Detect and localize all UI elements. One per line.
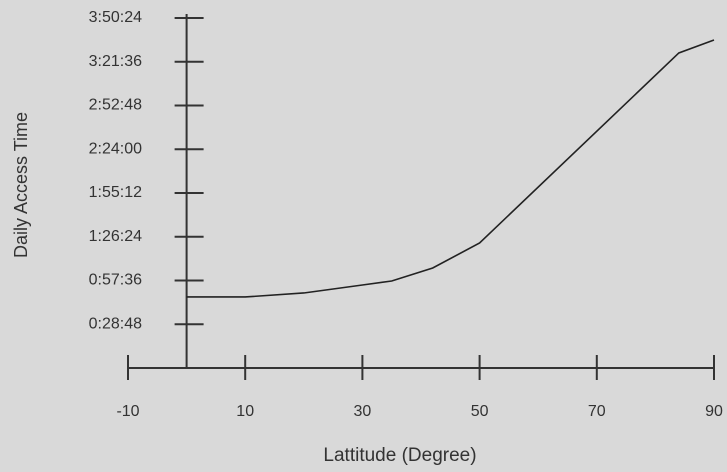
y-axis-title: Daily Access Time (11, 112, 31, 258)
x-tick-label: 10 (236, 403, 254, 420)
x-tick-label: -10 (116, 403, 139, 420)
y-tick-label: 3:50:24 (89, 9, 142, 26)
y-tick-label: 3:21:36 (89, 53, 142, 70)
y-tick-label: 2:24:00 (89, 140, 142, 157)
y-tick-label: 1:26:24 (89, 228, 142, 245)
x-tick-label: 50 (471, 403, 489, 420)
x-tick-label: 70 (588, 403, 606, 420)
y-tick-label: 2:52:48 (89, 97, 142, 114)
chart: Lattitude (Degree) Daily Access Time -10… (0, 0, 727, 472)
y-tick-label: 0:57:36 (89, 272, 142, 289)
x-tick-label: 30 (354, 403, 372, 420)
x-axis-title: Lattitude (Degree) (323, 445, 476, 466)
y-tick-label: 1:55:12 (89, 184, 142, 201)
y-tick-label: 0:28:48 (89, 315, 142, 332)
x-tick-label: 90 (705, 403, 723, 420)
